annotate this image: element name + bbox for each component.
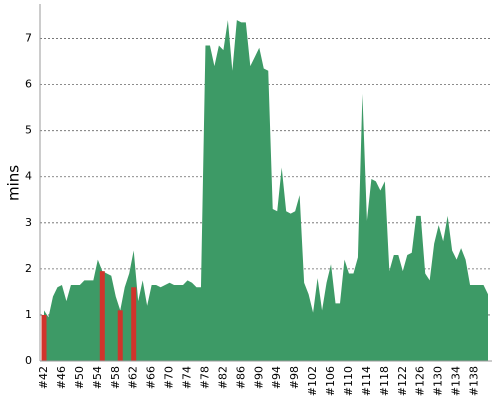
x-tick-label: #122 (396, 366, 409, 396)
x-tick-label: #78 (198, 366, 211, 389)
failed-bar (41, 314, 47, 361)
x-tick-label: #58 (109, 366, 122, 389)
y-tick-label: 6 (25, 78, 32, 91)
y-tick-label: 7 (25, 32, 32, 45)
x-tick-label: #46 (55, 366, 68, 389)
x-tick-label: #138 (468, 366, 481, 396)
x-tick-label: #118 (378, 366, 391, 396)
x-tick-label: #102 (306, 366, 319, 396)
x-tick-label: #54 (91, 366, 104, 389)
duration-area (44, 20, 488, 361)
x-tick-label: #90 (252, 366, 265, 389)
failed-bar (131, 287, 137, 361)
y-tick-label: 2 (25, 262, 32, 275)
failed-bar (117, 310, 123, 361)
y-tick-label: 3 (25, 216, 32, 229)
x-tick-label: #130 (432, 366, 445, 396)
x-tick-label: #134 (450, 366, 463, 396)
x-tick-label: #62 (127, 366, 140, 389)
x-tick-label: #114 (360, 366, 373, 396)
failed-bar (99, 271, 105, 361)
x-tick-label: #82 (216, 366, 229, 389)
y-tick-label: 1 (25, 308, 32, 321)
y-axis-label: mins (5, 165, 23, 201)
x-tick-label: #98 (288, 366, 301, 389)
x-tick-label: #94 (270, 366, 283, 389)
x-tick-label: #106 (324, 366, 337, 396)
x-tick-label: #70 (163, 366, 176, 389)
y-tick-label: 0 (25, 354, 32, 367)
x-tick-label: #126 (414, 366, 427, 396)
y-tick-label: 5 (25, 124, 32, 137)
x-tick-label: #50 (73, 366, 86, 389)
x-tick-label: #42 (37, 366, 50, 389)
x-tick-label: #110 (342, 366, 355, 396)
x-tick-label: #66 (145, 366, 158, 389)
x-tick-label: #86 (234, 366, 247, 389)
y-tick-label: 4 (25, 170, 32, 183)
x-tick-label: #74 (181, 366, 194, 389)
